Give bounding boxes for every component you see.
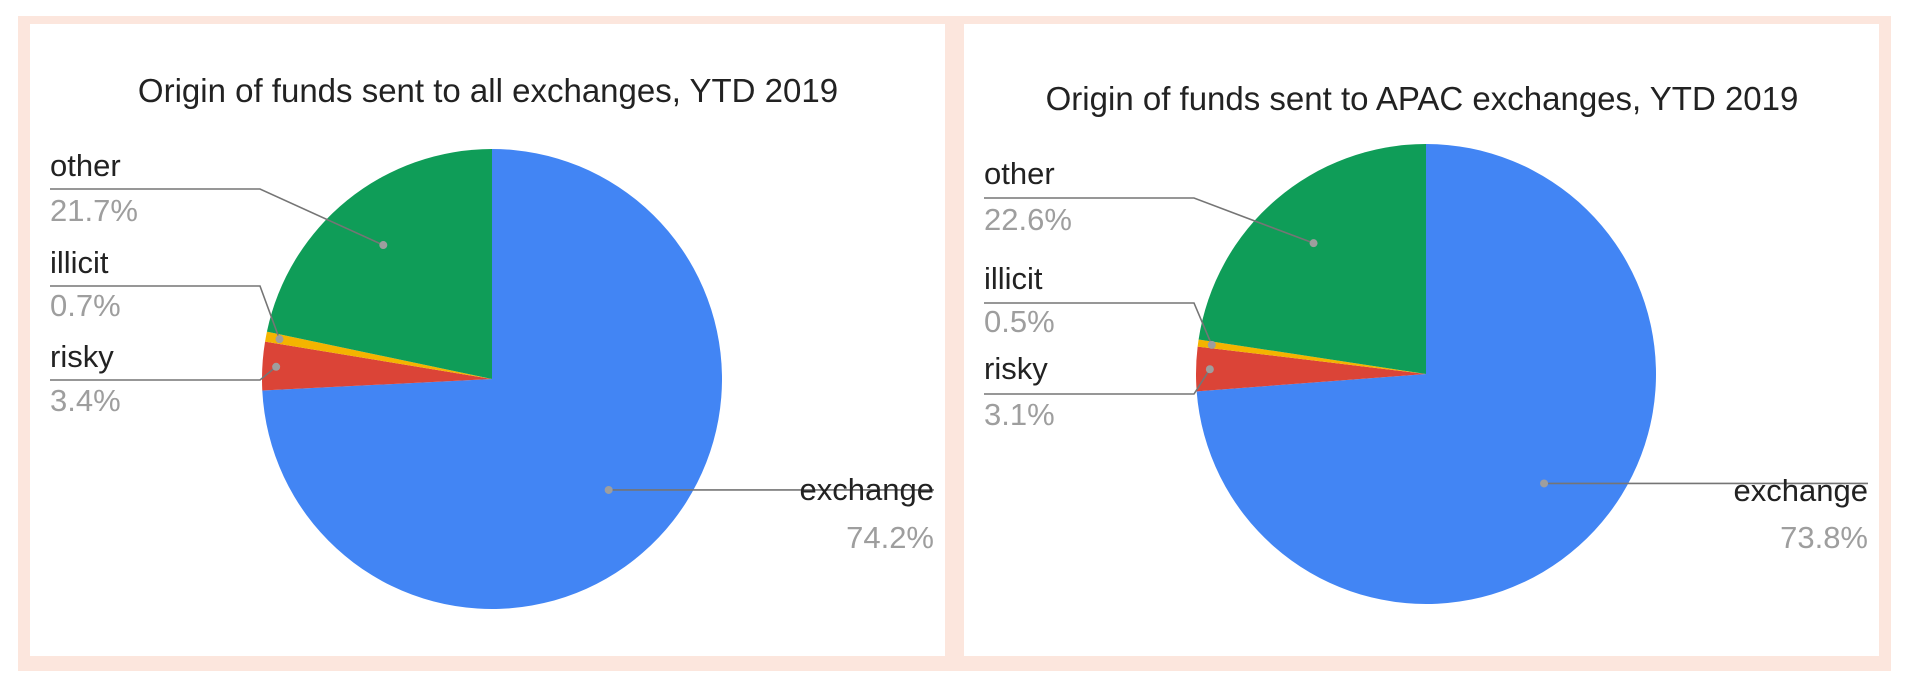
pie-slices xyxy=(262,149,722,610)
leader-line-illicit xyxy=(50,285,281,340)
pie-slice-risky xyxy=(262,341,492,391)
chart-title: Origin of funds sent to all exchanges, Y… xyxy=(138,72,838,109)
pie-slice-exchange xyxy=(1196,144,1656,605)
pie-slice-risky xyxy=(1196,346,1426,392)
slice-percent-illicit: 0.5% xyxy=(984,304,1055,339)
leader-dot-risky xyxy=(1205,365,1214,374)
leader-line-other xyxy=(984,197,1314,244)
slice-label-exchange: exchange xyxy=(800,472,934,507)
slice-label-illicit: illicit xyxy=(50,245,109,280)
slice-label-other: other xyxy=(50,148,121,183)
chart-panel-apac-exchanges: Origin of funds sent to APAC exchanges, … xyxy=(964,24,1879,656)
slice-percent-other: 21.7% xyxy=(50,193,138,228)
pie-slice-illicit xyxy=(1197,339,1426,374)
slice-label-risky: risky xyxy=(984,351,1048,386)
pie-slice-illicit xyxy=(265,331,492,379)
slice-label-exchange: exchange xyxy=(1734,473,1868,508)
slice-labels: exchange 74.2% risky 3.4% illicit 0.7% other 21… xyxy=(50,148,934,555)
leader-dot-illicit xyxy=(275,335,284,344)
leader-dot-other xyxy=(379,241,388,250)
pie-chart-all-exchanges: Origin of funds sent to all exchanges, Y… xyxy=(50,72,934,610)
slice-percent-other: 22.6% xyxy=(984,202,1072,237)
leader-dot-illicit xyxy=(1207,340,1216,349)
leader-line-illicit xyxy=(984,302,1213,346)
leader-dot-exchange xyxy=(1540,479,1549,488)
slice-percent-exchange: 74.2% xyxy=(846,520,934,555)
slice-percent-risky: 3.4% xyxy=(50,383,121,418)
leader-lines xyxy=(50,188,934,494)
slice-percent-exchange: 73.8% xyxy=(1780,520,1868,555)
pie-slice-other xyxy=(266,149,492,379)
chart-panel-all-exchanges: Origin of funds sent to all exchanges, Y… xyxy=(30,24,945,656)
slice-percent-illicit: 0.7% xyxy=(50,288,121,323)
leader-line-other xyxy=(50,188,384,246)
slice-label-illicit: illicit xyxy=(984,261,1043,296)
slice-percent-risky: 3.1% xyxy=(984,397,1055,432)
pie-slices xyxy=(1196,144,1656,605)
leader-line-risky xyxy=(984,368,1211,395)
chart-title: Origin of funds sent to APAC exchanges, … xyxy=(1046,80,1799,117)
leader-dot-risky xyxy=(272,362,281,371)
slice-label-other: other xyxy=(984,156,1055,191)
slice-label-risky: risky xyxy=(50,339,114,374)
leader-dot-exchange xyxy=(604,485,613,494)
pie-slice-other xyxy=(1198,144,1426,374)
leader-lines xyxy=(984,197,1868,488)
pie-chart-apac-exchanges: Origin of funds sent to APAC exchanges, … xyxy=(984,80,1868,605)
pie-slice-exchange xyxy=(262,149,722,610)
slice-labels: exchange 73.8% risky 3.1% illicit 0.5% other 22… xyxy=(984,156,1868,555)
leader-dot-other xyxy=(1309,239,1318,248)
leader-line-risky xyxy=(50,366,277,381)
